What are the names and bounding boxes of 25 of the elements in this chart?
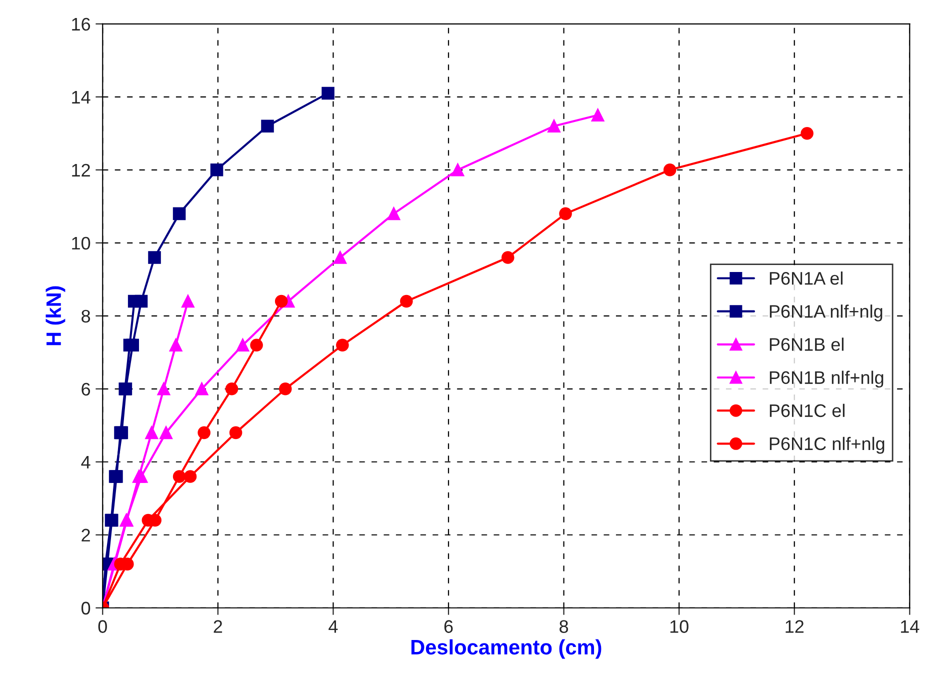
y-tick-label: 6 [82,382,90,396]
x-tick-label: 0 [98,620,107,633]
x-tick-label: 8 [560,620,568,633]
y-tick-label: 16 [72,18,90,31]
legend-label: P6N1A el [770,271,843,285]
y-axis-title: H (kN) [46,286,66,346]
legend-label: P6N1B el [770,338,844,351]
x-tick-label: 6 [444,620,453,633]
x-axis-title: Deslocamento (cm) [411,639,602,659]
legend-label: P6N1C el [770,404,844,418]
y-tick-label: 0 [81,602,90,615]
x-tick-label: 14 [901,620,920,633]
y-tick-label: 10 [72,236,90,250]
x-tick-label: 12 [786,620,804,633]
legend-label: P6N1A nlf+nlg [770,304,882,322]
x-tick-label: 4 [328,620,338,633]
legend-label: P6N1C nlf+nlg [770,436,884,454]
y-tick-label: 14 [72,91,90,104]
y-tick-label: 8 [82,310,90,323]
legend-label: P6N1B nlf+nlg [770,370,884,388]
x-tick-label: 10 [670,620,688,633]
x-tick-label: 2 [214,620,222,633]
y-tick-label: 4 [81,456,90,468]
y-tick-label: 2 [82,528,90,542]
y-tick-label: 12 [72,164,90,176]
